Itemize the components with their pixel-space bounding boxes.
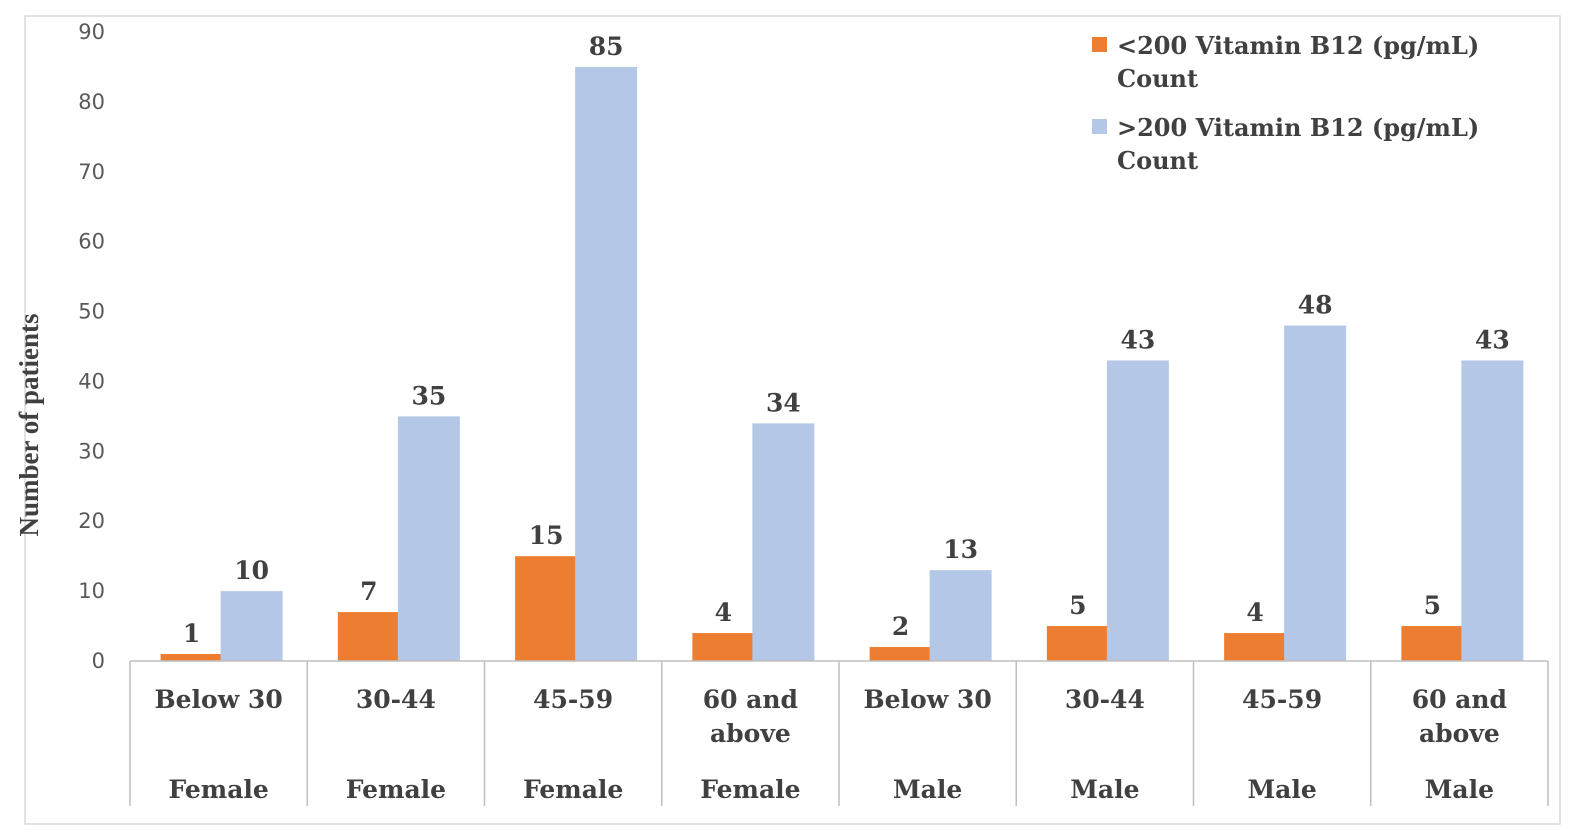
bar-above-200 — [1461, 360, 1524, 661]
bar-below-200 — [1046, 626, 1109, 661]
data-label: 2 — [892, 612, 909, 641]
age-group-label: 30-44 — [1065, 685, 1145, 714]
bar-below-200 — [1224, 633, 1287, 661]
bar-below-200 — [692, 633, 755, 661]
age-group-label: Below 30 — [864, 685, 992, 714]
data-labels: 1 7 15 4 2 5 4 5 10 35 85 34 13 43 48 43 — [183, 32, 1510, 648]
sex-label: Male — [1247, 775, 1316, 804]
age-group-label: 30-44 — [356, 685, 436, 714]
age-group-label: above — [710, 719, 791, 748]
sex-label: Male — [1425, 775, 1494, 804]
bar-below-200 — [160, 654, 223, 661]
sex-label: Female — [168, 775, 268, 804]
y-tick-label: 0 — [92, 649, 105, 673]
bar-above-200 — [929, 570, 992, 661]
age-group-label: above — [1419, 719, 1500, 748]
data-label: 13 — [943, 535, 978, 564]
legend-swatch — [1092, 119, 1107, 134]
legend-swatch — [1092, 37, 1107, 52]
bars — [160, 66, 1524, 661]
y-tick-label: 20 — [78, 509, 105, 533]
category-axis: Below 30 Female 30-44 Female 45-59 Female 60 a… — [129, 660, 1549, 806]
bar-above-200 — [220, 591, 283, 661]
y-tick-label: 10 — [78, 579, 105, 603]
bar-below-200 — [869, 647, 932, 661]
data-label: 5 — [1424, 591, 1441, 620]
age-group-label: 60 and — [1412, 685, 1507, 714]
y-tick-label: 30 — [78, 439, 105, 463]
y-tick-label: 70 — [78, 160, 105, 184]
legend: <200 Vitamin B12 (pg/mL) Count >200 Vitami… — [1092, 31, 1479, 175]
bar-below-200 — [1401, 626, 1464, 661]
y-tick-label: 60 — [78, 230, 105, 254]
bar-below-200 — [337, 612, 400, 661]
legend-label: <200 Vitamin B12 (pg/mL) — [1117, 31, 1479, 60]
bar-above-200 — [752, 423, 815, 661]
data-label: 10 — [234, 556, 269, 585]
y-axis-label: Number of patients — [14, 313, 44, 536]
sex-label: Female — [346, 775, 446, 804]
data-label: 85 — [589, 32, 624, 61]
legend-label: >200 Vitamin B12 (pg/mL) — [1117, 113, 1479, 142]
y-tick-label: 90 — [78, 20, 105, 44]
bar-above-200 — [397, 416, 460, 661]
age-group-label: 45-59 — [1242, 685, 1322, 714]
y-axis-ticks: 0 10 20 30 40 50 60 70 80 90 — [78, 20, 105, 673]
data-label: 43 — [1120, 325, 1155, 354]
sex-label: Male — [1070, 775, 1139, 804]
sex-label: Female — [523, 775, 623, 804]
sex-label: Male — [893, 775, 962, 804]
legend-label: Count — [1117, 146, 1198, 175]
data-label: 4 — [1246, 598, 1263, 627]
bar-above-200 — [575, 66, 638, 661]
legend-label: Count — [1117, 64, 1198, 93]
data-label: 48 — [1298, 291, 1333, 320]
sex-label: Female — [700, 775, 800, 804]
data-label: 7 — [360, 577, 377, 606]
bar-above-200 — [1106, 360, 1169, 661]
data-label: 43 — [1475, 325, 1510, 354]
data-label: 4 — [715, 598, 732, 627]
y-tick-label: 50 — [78, 300, 105, 324]
age-group-label: 45-59 — [533, 685, 613, 714]
data-label: 15 — [529, 521, 564, 550]
age-group-label: 60 and — [703, 685, 798, 714]
y-tick-label: 40 — [78, 369, 105, 393]
data-label: 34 — [766, 388, 801, 417]
bar-below-200 — [515, 556, 578, 661]
y-tick-label: 80 — [78, 90, 105, 114]
bar-above-200 — [1284, 325, 1347, 661]
age-group-label: Below 30 — [155, 685, 283, 714]
data-label: 1 — [183, 619, 200, 648]
data-label: 5 — [1069, 591, 1086, 620]
data-label: 35 — [411, 381, 446, 410]
